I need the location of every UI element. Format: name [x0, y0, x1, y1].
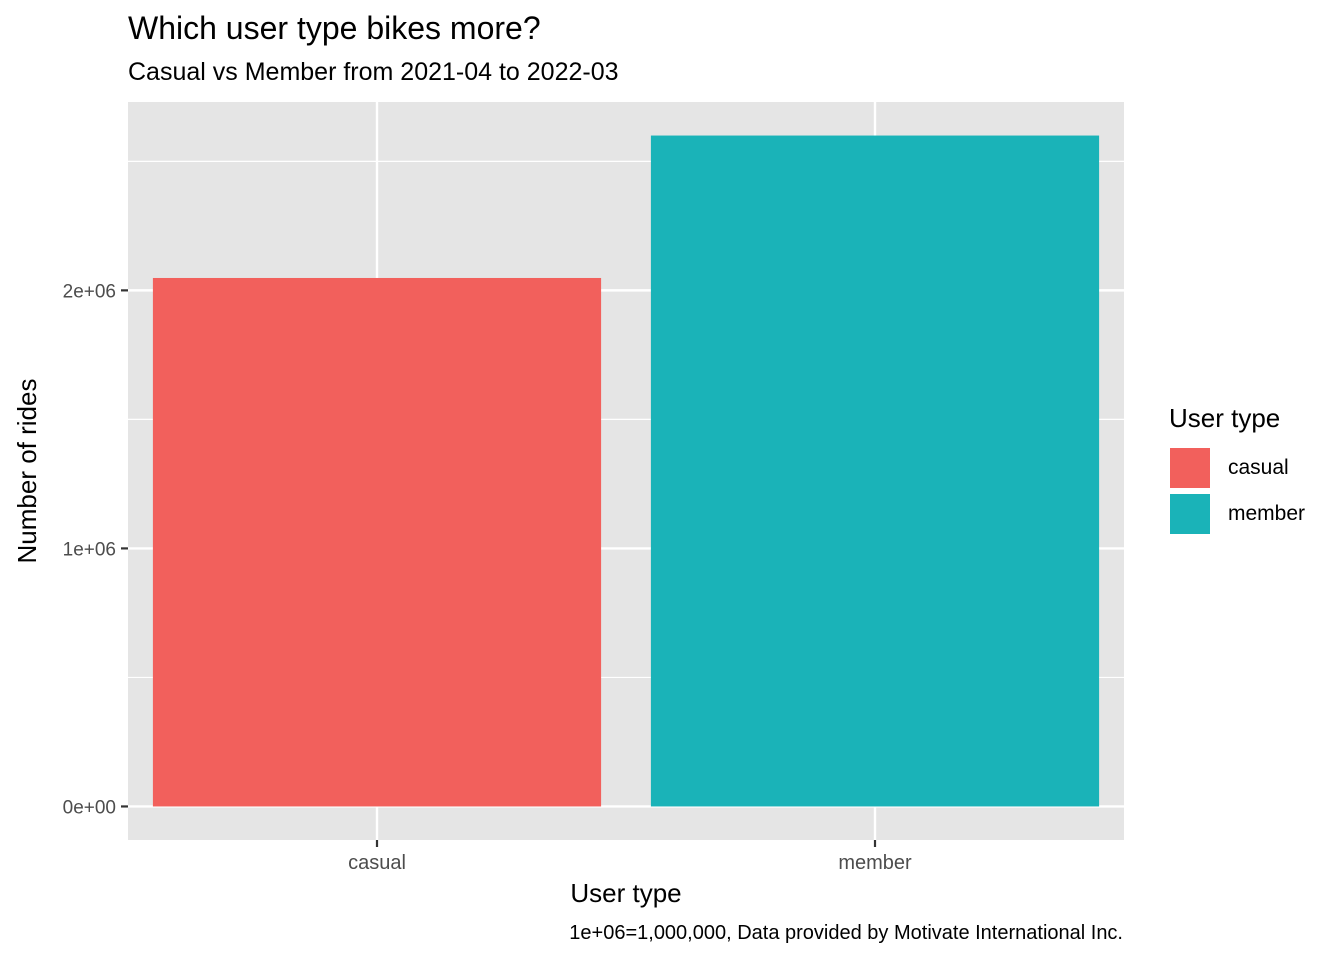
legend-key-member [1169, 493, 1211, 535]
bar-member [650, 135, 1100, 807]
chart-subtitle: Casual vs Member from 2021-04 to 2022-03 [128, 58, 619, 86]
x-tick-label-casual: casual [348, 852, 406, 874]
legend-item-member: member [1169, 493, 1305, 535]
bar-casual [152, 277, 602, 807]
y-tick-label: 0e+00 [63, 797, 116, 818]
y-tick-label: 1e+06 [63, 539, 116, 560]
legend-label-member: member [1228, 502, 1306, 525]
legend-title: User type [1169, 403, 1281, 433]
legend-label-casual: casual [1228, 456, 1289, 479]
chart-caption: 1e+06=1,000,000, Data provided by Motiva… [569, 922, 1123, 944]
y-axis-title: Number of rides [12, 379, 42, 564]
y-tick-label: 2e+06 [63, 281, 116, 302]
legend-item-casual: casual [1169, 447, 1289, 489]
chart-title: Which user type bikes more? [128, 10, 541, 46]
x-axis-title: User type [570, 878, 681, 908]
legend-key-casual [1169, 447, 1211, 489]
x-tick-label-member: member [838, 852, 912, 874]
